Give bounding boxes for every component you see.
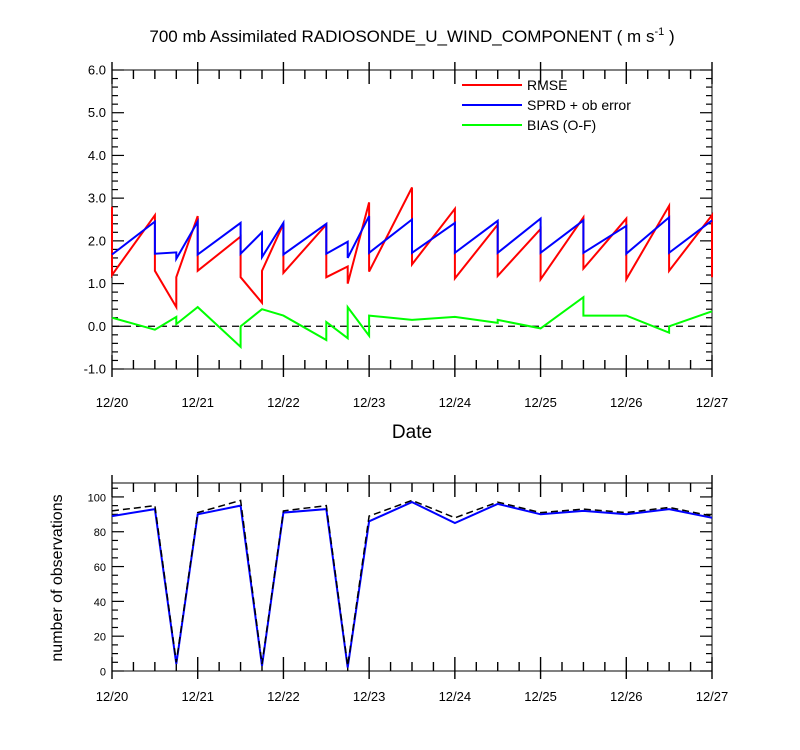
- top-xtick-label: 12/24: [439, 395, 472, 410]
- legend-label-sprd: SPRD + ob error: [527, 97, 631, 113]
- bottom-ytick-label: 100: [88, 492, 106, 504]
- bottom-xtick-label: 12/27: [696, 689, 729, 704]
- bottom-ytick-label: 20: [94, 632, 106, 644]
- top-ytick-label: 1.0: [88, 276, 106, 291]
- top-xtick-label: 12/20: [96, 395, 129, 410]
- top-xtick-label: 12/23: [353, 395, 386, 410]
- x-axis-title: Date: [392, 422, 432, 443]
- top-ytick-label: 5.0: [88, 105, 106, 120]
- bottom-plot-area: 12/20 12/21 12/22 12/23 12/24 12/25 12/26 12/27…: [88, 475, 729, 704]
- top-ytick-label: 3.0: [88, 191, 106, 206]
- top-ytick-label: 2.0: [88, 233, 106, 248]
- series-obs-possible-line: [111, 499, 713, 666]
- top-xtick-label: 12/22: [267, 395, 300, 410]
- bottom-ytick-label: 40: [94, 597, 106, 609]
- top-plot-area: 12/20 12/21 12/22 12/23 12/24 12/25 12/26 12/27…: [84, 62, 729, 410]
- top-xtick-label: 12/25: [524, 395, 557, 410]
- series-bias-line: [111, 295, 713, 350]
- top-ytick-label: 0.0: [88, 319, 106, 334]
- bottom-ytick-label: 0: [100, 667, 106, 679]
- bottom-ytick-label: 80: [94, 527, 106, 539]
- chart-title: 700 mb Assimilated RADIOSONDE_U_WIND_COM…: [149, 26, 674, 46]
- top-xtick-label: 12/27: [696, 395, 729, 410]
- top-ytick-label: -1.0: [84, 362, 106, 377]
- series-sprd-line: [111, 215, 713, 263]
- top-ytick-label: 6.0: [88, 63, 106, 78]
- legend: RMSE SPRD + ob error BIAS (O-F): [462, 77, 631, 133]
- bottom-xtick-label: 12/21: [181, 689, 214, 704]
- top-xtick-label: 12/21: [181, 395, 214, 410]
- bottom-xtick-label: 12/25: [524, 689, 557, 704]
- bottom-xtick-label: 12/26: [610, 689, 643, 704]
- legend-label-rmse: RMSE: [527, 77, 567, 93]
- series-obs-used-line: [111, 500, 713, 668]
- top-xtick-label: 12/26: [610, 395, 643, 410]
- bottom-xtick-label: 12/24: [439, 689, 472, 704]
- bottom-xtick-label: 12/20: [96, 689, 129, 704]
- legend-label-bias: BIAS (O-F): [527, 117, 596, 133]
- bottom-ytick-label: 60: [94, 562, 106, 574]
- bottom-xtick-label: 12/22: [267, 689, 300, 704]
- y-axis-title-bottom: number of observations: [49, 494, 66, 661]
- bottom-xtick-label: 12/23: [353, 689, 386, 704]
- top-ytick-label: 4.0: [88, 148, 106, 163]
